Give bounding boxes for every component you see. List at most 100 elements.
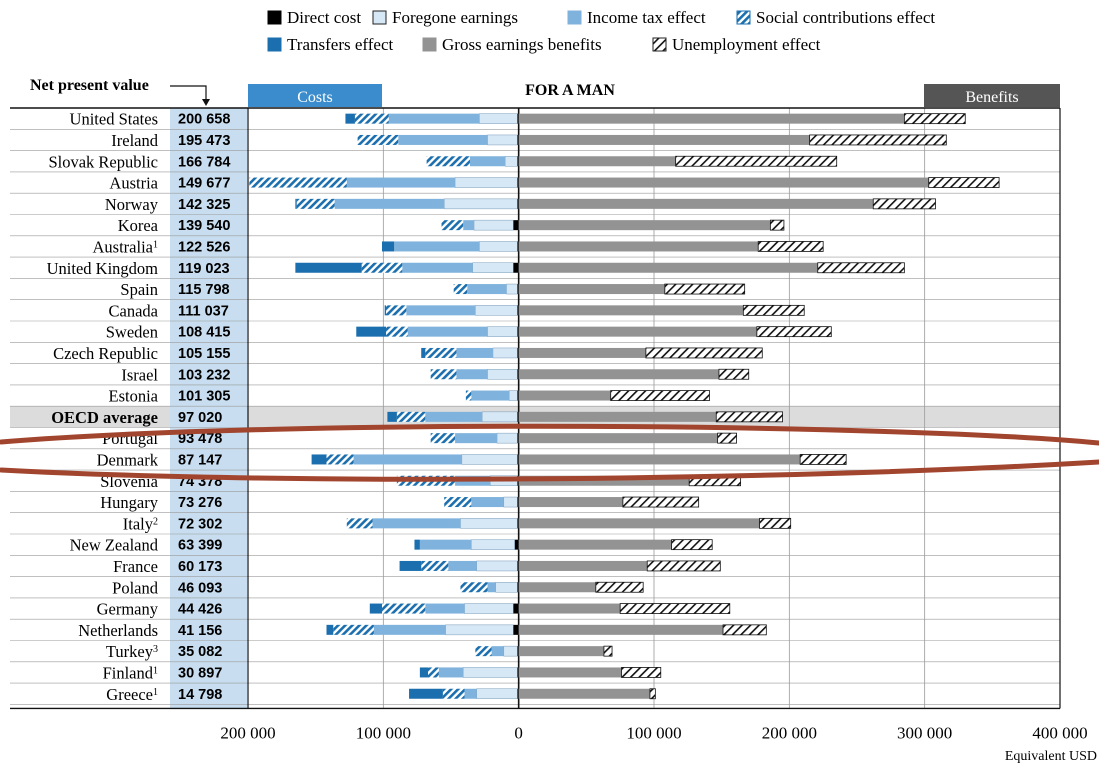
x-tick-label: 100 000: [626, 723, 681, 742]
bar-segment-foregone: [479, 241, 518, 252]
bar-segment-foregone: [461, 454, 518, 465]
bar-segment-transfers: [356, 326, 387, 337]
bar-segment-gross: [518, 646, 604, 657]
bar-segment-unemp: [646, 560, 721, 572]
bar-segment-social: [361, 262, 403, 273]
bar-segment-gross: [518, 433, 718, 444]
bar-segment-tax: [463, 220, 475, 231]
bar-segment-gross: [518, 156, 676, 167]
bar-segment-social: [357, 134, 399, 145]
country-footnote-marker: 1: [153, 239, 158, 250]
country-label: Greece1: [106, 685, 158, 704]
bar-segment-direct: [517, 688, 519, 699]
country-footnote-marker: 3: [153, 644, 158, 655]
benefits-header-label: Benefits: [965, 89, 1018, 106]
country-label: Israel: [121, 365, 158, 384]
bar-segment-unemp: [817, 262, 905, 274]
npv-value: 93 478: [178, 431, 222, 447]
bar-segment-direct: [513, 603, 519, 614]
npv-value: 103 232: [178, 367, 230, 383]
bar-segment-direct: [513, 262, 519, 273]
benefits-header-box: [924, 84, 1060, 107]
country-footnote-marker: 1: [153, 686, 158, 697]
bar-segment-unemp: [809, 134, 947, 146]
bar-segment-social: [425, 347, 457, 358]
bar-segment-transfers: [381, 241, 395, 252]
x-tick-label: 100 000: [356, 723, 411, 742]
npv-value: 166 784: [178, 154, 230, 170]
bar-segment-social: [442, 688, 465, 699]
x-unit-label: Equivalent USD: [1005, 749, 1097, 764]
country-label: Italy2: [123, 514, 158, 533]
country-label: Spain: [120, 280, 158, 299]
bar-segment-direct: [517, 667, 519, 678]
bar-segment-tax: [491, 646, 504, 657]
country-label: Estonia: [109, 387, 159, 406]
bar-segment-gross: [518, 497, 623, 508]
bar-segment-transfers: [295, 262, 362, 273]
bar-segment-foregone: [481, 411, 518, 423]
bar-segment-tax: [464, 688, 477, 699]
bar-segment-tax: [456, 347, 493, 358]
bar-segment-unemp: [595, 581, 644, 593]
bar-segment-gross: [518, 688, 650, 699]
chart-header: Net present value Costs FOR A MAN Benefi…: [30, 77, 1060, 107]
bar-segment-transfers: [295, 198, 297, 209]
bar-segment-social: [475, 646, 492, 657]
bar-segment-tax: [394, 241, 480, 252]
npv-value: 60 173: [178, 559, 222, 575]
bar-segment-direct: [517, 156, 519, 167]
bar-segment-foregone: [506, 283, 518, 295]
bar-segment-direct: [517, 560, 519, 571]
country-label: Norway: [105, 195, 159, 214]
npv-value: 41 156: [178, 623, 222, 639]
bar-segment-social: [396, 411, 426, 422]
legend: Direct cost Foregone earnings Income tax e…: [267, 8, 935, 54]
npv-value: 44 426: [178, 602, 222, 618]
bar-segment-tax: [372, 518, 461, 529]
bar-segment-unemp: [799, 454, 847, 465]
bar-segment-tax: [467, 284, 507, 295]
bar-segment-unemp: [649, 688, 656, 700]
npv-value: 119 023: [178, 261, 230, 277]
bar-segment-gross: [518, 454, 801, 465]
bar-segment-tax: [373, 624, 446, 635]
bar-segment-social: [296, 198, 335, 209]
bar-segment-unemp: [664, 283, 746, 295]
bar-segment-social: [326, 454, 354, 465]
bar-segment-tax: [419, 539, 472, 550]
bar-segment-social: [453, 284, 468, 295]
bar-segment-gross: [518, 411, 717, 422]
legend-label-transfers: Transfers effect: [287, 35, 393, 54]
country-label: Canada: [109, 301, 159, 320]
bar-segment-tax: [407, 326, 488, 337]
legend-label-direct: Direct cost: [287, 8, 361, 27]
bar-segment-tax: [353, 454, 462, 465]
npv-value: 122 526: [178, 239, 230, 255]
bar-segment-gross: [518, 134, 810, 145]
bar-segment-foregone: [487, 326, 518, 337]
bar-segment-transfers: [311, 454, 327, 465]
npv-column: [170, 108, 247, 709]
bar-segment-tax: [448, 560, 477, 571]
bar-segment-transfers: [421, 347, 426, 358]
bar-segment-social: [421, 560, 449, 571]
bar-segment-unemp: [675, 155, 838, 167]
bar-segment-tax: [438, 667, 464, 678]
npv-value: 111 037: [178, 303, 229, 319]
bar-segment-foregone: [475, 305, 518, 316]
bar-segment-foregone: [492, 347, 518, 359]
bar-segment-unemp: [769, 219, 785, 231]
bar-segment-gross: [518, 220, 771, 231]
bar-segment-foregone: [487, 134, 518, 146]
bar-segment-tax: [425, 411, 483, 422]
bar-segment-tax: [346, 177, 456, 188]
country-label: United States: [70, 110, 158, 129]
bar-segment-gross: [518, 475, 690, 486]
bar-segment-direct: [517, 177, 519, 188]
bar-segment-unemp: [903, 113, 966, 125]
bar-segment-gross: [518, 539, 672, 550]
bar-segment-gross: [518, 582, 596, 593]
npv-value: 115 798: [178, 282, 230, 298]
bar-segment-direct: [517, 411, 519, 422]
